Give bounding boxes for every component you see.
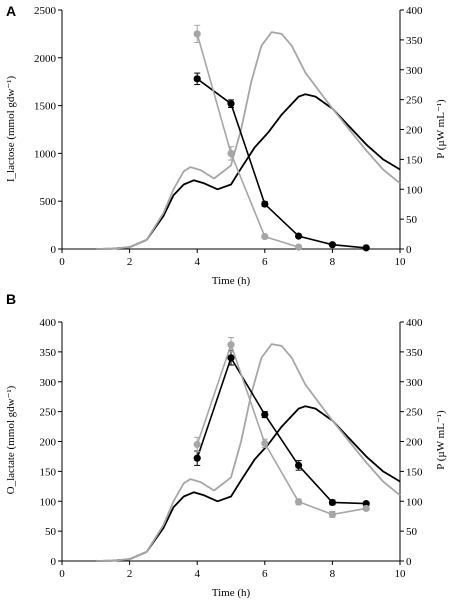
panel-b-point-gray (328, 510, 336, 518)
panel-b-heat-curve-black (95, 405, 401, 562)
panel-b-right-tick-label: 0 (406, 556, 412, 568)
panel-a-right-tick-label: 400 (406, 5, 423, 17)
panel-a-data-line-gray (196, 33, 299, 248)
panel-b-point-black (328, 498, 336, 507)
panel-b-left-tick-label: 350 (40, 347, 57, 359)
panel-a-point-black (227, 100, 235, 108)
panel-b-right-tick-label: 250 (406, 407, 423, 419)
panel-a-right-tick-label: 150 (406, 154, 423, 166)
panel-b-point-gray (193, 440, 201, 449)
panel-a-x-tick-label: 2 (127, 256, 133, 268)
panel-a-left-tick-label: 2000 (34, 53, 57, 65)
panel-b-letter: B (6, 291, 16, 307)
panel-b-left-tick-label: 250 (40, 407, 57, 419)
panel-a-left-tick-label: 1500 (34, 101, 57, 113)
panel-b-right-tick-label: 200 (406, 437, 423, 449)
panel-b-point-black (295, 461, 303, 469)
panel-a-point-gray (295, 243, 303, 251)
panel-b-point-black (193, 454, 201, 462)
panel-b-right-tick-label: 100 (406, 496, 423, 508)
panel-b-left-tick-label: 0 (51, 556, 57, 568)
panel-a-point-gray (261, 232, 269, 241)
panel-b-left-axis-title: O_lactate (mmol gdw⁻¹) (5, 385, 17, 494)
panel-a-x-tick-label: 8 (330, 256, 336, 268)
panel-b-right-tick-label: 300 (406, 377, 423, 389)
panel-b-point-gray (362, 504, 370, 513)
panel-b-point-gray (227, 341, 235, 349)
panel-a-right-axis-title: P (µW mL⁻¹) (435, 99, 447, 159)
panel-a-right-tick-label: 0 (406, 244, 412, 256)
panel-a-x-tick-label: 4 (194, 256, 200, 268)
panel-b-right-axis-title: P (µW mL⁻¹) (435, 410, 447, 470)
panel-b-x-tick-label: 10 (395, 568, 407, 580)
panel-a-right-tick-label: 300 (406, 65, 423, 77)
panel-b-x-tick-label: 6 (262, 568, 268, 580)
panel-a-x-tick-label: 0 (59, 256, 65, 268)
panel-a-letter: A (6, 3, 16, 19)
panel-a-heat-curve-black (95, 93, 401, 250)
panel-a-x-tick-label: 10 (395, 256, 407, 268)
panel-a-plot: 0 2 4 6 8 10050010001500200025000501001502002… (34, 5, 423, 268)
panel-a-point-black (295, 232, 303, 240)
panel-a-point-black (362, 244, 370, 252)
panel-b-left-tick-label: 300 (40, 377, 57, 389)
panel-b-left-tick-label: 400 (40, 317, 57, 329)
panel-b-x-axis-title: Time (h) (212, 587, 251, 599)
panel-b-data-line-black (196, 357, 367, 505)
panel-b-x-tick-label: 0 (59, 568, 65, 580)
panel-b: B Time (h) O_lactate (mmol gdw⁻¹) P (µW … (5, 291, 447, 599)
panel-b-x-tick-label: 2 (127, 568, 133, 580)
panel-b-plot: 0 2 4 6 8 10050100150200250300350400050100150… (40, 317, 424, 580)
panel-b-point-black (261, 411, 269, 419)
panel-b-x-tick-label: 4 (194, 568, 200, 580)
panel-b-right-tick-label: 150 (406, 466, 423, 478)
panel-a-left-tick-label: 500 (40, 196, 57, 208)
panel-b-right-tick-label: 350 (406, 347, 423, 359)
panel-a-left-tick-label: 0 (51, 244, 57, 256)
panel-a-point-black (328, 241, 336, 249)
panel-b-left-tick-label: 200 (40, 437, 57, 449)
panel-a-right-tick-label: 250 (406, 95, 423, 107)
panel-a-right-tick-label: 350 (406, 35, 423, 47)
panel-b-left-tick-label: 100 (40, 496, 57, 508)
panel-a-right-tick-label: 200 (406, 125, 423, 137)
panel-a-point-gray (227, 149, 235, 157)
panel-a-point-black (193, 75, 201, 83)
panel-a-right-tick-label: 100 (406, 184, 423, 196)
panel-a-x-axis-title: Time (h) (212, 275, 251, 287)
panel-a-left-tick-label: 1000 (34, 148, 57, 160)
panel-b-right-tick-label: 400 (406, 317, 423, 329)
panel-a-left-axis-title: I_lactose (mmol gdw⁻¹) (5, 76, 17, 183)
panel-b-heat-curve-gray (95, 343, 401, 562)
panel-b-left-tick-label: 50 (45, 526, 57, 538)
panel-b-right-tick-label: 50 (406, 526, 418, 538)
panel-a-data-line-black (196, 78, 367, 249)
panel-a-heat-curve-gray (95, 31, 401, 250)
panel-a-right-tick-label: 50 (406, 214, 418, 226)
panel-b-left-tick-label: 150 (40, 466, 57, 478)
panel-a-x-tick-label: 6 (262, 256, 268, 268)
panel-a-point-black (261, 200, 269, 208)
panel-a-point-gray (193, 30, 201, 38)
panel-a: A Time (h) I_lactose (mmol gdw⁻¹) P (µW … (5, 3, 447, 287)
panel-b-x-tick-label: 8 (330, 568, 336, 580)
panel-a-left-tick-label: 2500 (34, 5, 57, 17)
panel-b-point-black (227, 354, 235, 362)
panel-b-data-line-gray (196, 343, 367, 516)
panel-b-point-gray (295, 498, 303, 506)
panel-b-point-gray (261, 439, 269, 447)
